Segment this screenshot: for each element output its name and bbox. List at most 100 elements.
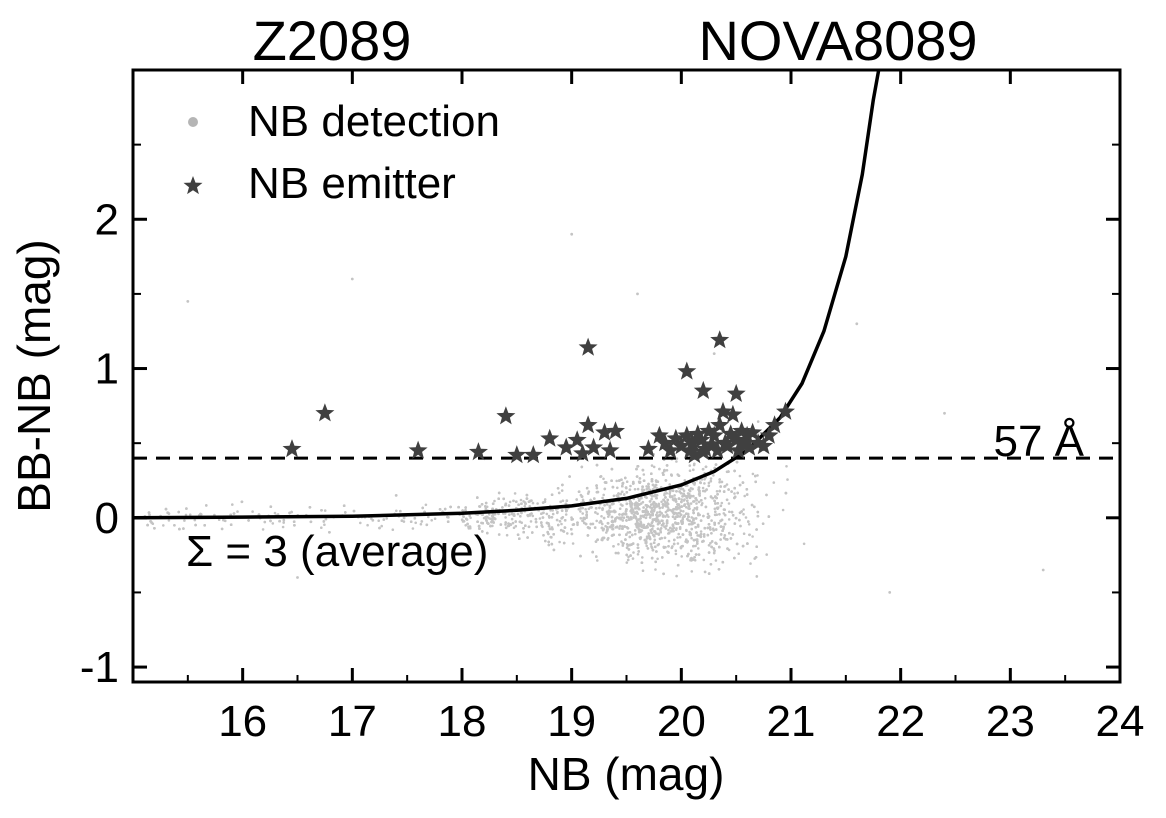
emitter-star [671, 436, 691, 455]
detection-point [557, 523, 560, 527]
detection-point [683, 503, 687, 506]
detection-point [654, 502, 658, 506]
detection-point [761, 522, 765, 525]
detection-point [632, 513, 636, 517]
detection-point [535, 525, 538, 529]
detection-point [711, 496, 714, 500]
detection-point [690, 516, 693, 519]
detection-point [729, 537, 733, 540]
detection-point [693, 556, 696, 559]
detection-point [731, 533, 735, 536]
legend-star-icon [183, 176, 203, 195]
detection-point [676, 536, 679, 539]
detection-point [642, 523, 646, 527]
detection-point [556, 487, 560, 490]
detection-point [750, 503, 754, 507]
detection-point [522, 500, 525, 503]
detection-point [713, 466, 716, 470]
detection-point [718, 480, 721, 484]
detection-point [194, 523, 197, 527]
detection-point [203, 524, 206, 527]
detection-point [629, 505, 633, 508]
detection-point [680, 498, 683, 501]
detection-point [627, 555, 630, 559]
detection-point [713, 507, 717, 511]
detection-point [756, 514, 760, 518]
detection-point [645, 485, 648, 488]
detection-point [677, 532, 680, 536]
y-tick-label: 2 [95, 195, 119, 244]
emitter-star [691, 430, 711, 449]
detection-point [540, 512, 543, 515]
detection-point [626, 558, 630, 562]
emitter-star [737, 425, 757, 444]
detection-point [665, 464, 669, 467]
detection-point [634, 507, 637, 510]
detection-point [656, 557, 659, 561]
detection-point [638, 477, 642, 480]
detection-point [675, 506, 678, 509]
detection-point [662, 473, 665, 477]
detection-point [634, 511, 637, 515]
detection-point [620, 478, 623, 482]
detection-point [581, 512, 584, 515]
detection-point [563, 526, 567, 529]
detection-point [650, 556, 654, 560]
detection-point [673, 538, 676, 542]
detection-point [518, 520, 522, 524]
detection-point [512, 499, 515, 503]
detection-point [641, 509, 645, 513]
detection-point [671, 524, 675, 527]
detection-point [673, 517, 677, 520]
detection-point [632, 551, 635, 554]
detection-point [692, 481, 695, 485]
detection-point [722, 490, 726, 493]
detection-point [173, 524, 176, 527]
detection-point [520, 502, 523, 506]
detection-point [756, 420, 760, 423]
detection-point [690, 527, 693, 531]
detection-point [703, 489, 707, 493]
detection-point [162, 524, 165, 527]
detection-point [716, 502, 720, 505]
detection-point [271, 522, 275, 525]
detection-point [695, 506, 699, 509]
detection-point [595, 486, 599, 490]
detection-point [464, 509, 467, 512]
detection-point [661, 556, 664, 559]
detection-point [550, 516, 554, 519]
detection-point [320, 526, 323, 529]
emitter-star [584, 437, 604, 456]
emitter-star [606, 421, 625, 440]
detection-point [684, 540, 687, 543]
x-tick-label: 22 [876, 697, 925, 746]
detection-point [673, 494, 676, 497]
detection-point [667, 551, 670, 554]
detection-point [636, 292, 639, 296]
detection-point [700, 478, 704, 481]
detection-point [700, 503, 703, 507]
detection-point [742, 532, 746, 535]
detection-point [618, 527, 621, 530]
detection-point [570, 532, 574, 536]
detection-point [531, 501, 535, 505]
detection-point [602, 536, 606, 540]
emitter-star [523, 445, 543, 464]
detection-point [647, 482, 650, 486]
detection-point [722, 525, 725, 529]
detection-point [644, 516, 648, 520]
detection-point [693, 521, 696, 525]
detection-point [695, 498, 698, 502]
detection-point [727, 502, 731, 505]
detection-point [641, 569, 645, 572]
detection-point [504, 526, 508, 530]
detection-point [591, 550, 594, 554]
detection-point [476, 496, 479, 499]
detection-point [648, 488, 651, 492]
emitter-star [723, 404, 743, 423]
detection-point [531, 514, 535, 518]
detection-point [688, 533, 692, 536]
emitter-star [666, 428, 686, 447]
detection-point [685, 506, 688, 509]
detection-point [497, 497, 501, 501]
